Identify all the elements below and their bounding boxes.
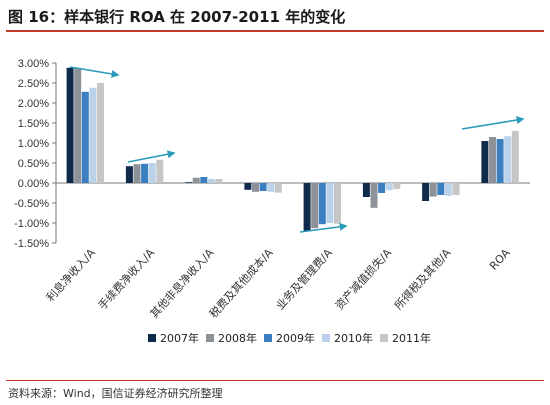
- bar: [429, 183, 437, 197]
- source-note: 资料来源：Wind，国信证券经济研究所整理: [8, 387, 223, 400]
- bar: [74, 67, 82, 183]
- bar: [97, 83, 104, 183]
- legend-swatch: [264, 334, 272, 342]
- y-tick-label: 2.00%: [18, 98, 49, 110]
- legend-swatch: [380, 334, 388, 342]
- y-tick-label: 3.00%: [18, 58, 49, 70]
- legend-label: 2011年: [392, 331, 431, 345]
- bar: [267, 183, 275, 192]
- bar: [437, 183, 445, 195]
- bar: [200, 177, 208, 183]
- bar: [318, 183, 326, 225]
- bar: [362, 183, 370, 197]
- legend-label: 2010年: [334, 331, 373, 345]
- bar: [89, 87, 97, 183]
- bar-chart: 3.00% 2.50% 2.00% 1.50% 1.00% 0.50% 0.00% -0.50…: [14, 58, 530, 345]
- legend-label: 2009年: [276, 331, 315, 345]
- legend-label: 2007年: [160, 331, 199, 345]
- legend-swatch: [206, 334, 214, 342]
- bar: [378, 183, 386, 193]
- y-tick-label: 1.00%: [18, 138, 49, 150]
- x-category-label: 利息净收入/A: [43, 245, 98, 304]
- trend-arrow: [299, 222, 348, 233]
- bar: [311, 183, 319, 229]
- bar: [66, 67, 74, 183]
- bar: [393, 183, 401, 189]
- legend-label: 2008年: [218, 331, 257, 345]
- bar: [215, 179, 223, 183]
- x-category-label: 所得税及其他/A: [391, 245, 453, 312]
- bar: [303, 183, 311, 231]
- x-category-label: 手续费净收入/A: [95, 245, 157, 312]
- bar: [207, 179, 215, 183]
- y-tick-label: 2.50%: [18, 78, 49, 90]
- chart-title: 图 16：样本银行 ROA 在 2007-2011 年的变化: [8, 8, 346, 26]
- x-category-label: 其他非息净收入/A: [147, 245, 217, 320]
- bar: [252, 183, 259, 192]
- y-tick-label: -1.50%: [14, 238, 49, 250]
- trend-arrow: [461, 116, 525, 130]
- bar: [504, 136, 512, 183]
- bar: [481, 141, 489, 183]
- bar: [274, 183, 282, 193]
- source-divider: [6, 380, 544, 381]
- bar: [326, 183, 334, 223]
- bar: [444, 183, 452, 196]
- y-tick-label: 0.50%: [18, 158, 49, 170]
- y-tick-label: -1.00%: [14, 218, 49, 230]
- bar: [259, 183, 267, 191]
- bar: [496, 139, 504, 183]
- y-tick-label: -0.50%: [14, 198, 49, 210]
- bar: [148, 163, 156, 183]
- bar: [81, 91, 89, 183]
- bar: [192, 177, 200, 183]
- x-category-label: 税费及其他成本/A: [206, 245, 276, 320]
- x-category-label: 资产减值损失/A: [332, 245, 394, 312]
- x-category-label: 业务及管理费/A: [273, 245, 335, 312]
- x-category-label: ROA: [487, 246, 513, 273]
- bar: [185, 182, 193, 183]
- bar: [511, 131, 519, 183]
- bar: [422, 183, 430, 201]
- trend-arrow: [127, 150, 176, 163]
- title-divider: [6, 30, 544, 32]
- trend-arrow: [69, 66, 120, 78]
- bar: [334, 183, 341, 224]
- bar: [125, 166, 133, 183]
- y-tick-label: 1.50%: [18, 118, 49, 130]
- bar: [244, 183, 252, 190]
- bar: [141, 163, 149, 183]
- bar: [489, 137, 496, 183]
- bar: [385, 183, 393, 191]
- y-tick-label: 0.00%: [18, 178, 49, 190]
- legend-swatch: [322, 334, 330, 342]
- bar: [370, 183, 378, 208]
- bar: [452, 183, 460, 195]
- bar: [133, 164, 141, 183]
- legend-swatch: [148, 334, 156, 342]
- bar: [156, 159, 164, 183]
